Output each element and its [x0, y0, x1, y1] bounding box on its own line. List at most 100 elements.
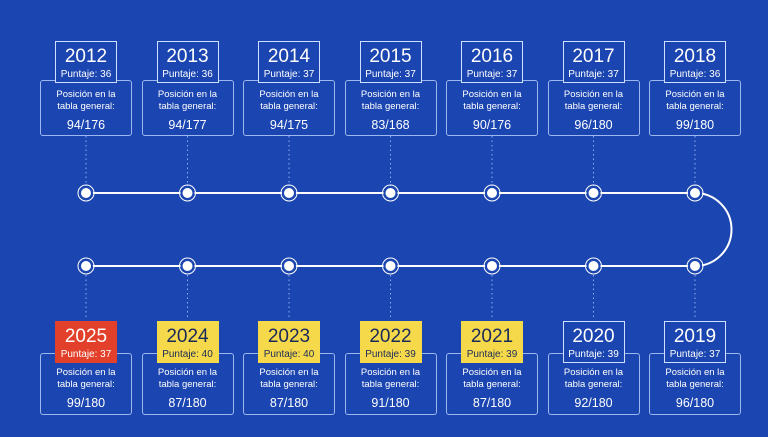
info-box: Posición en la tabla general: 94/175 [243, 80, 335, 136]
node [586, 186, 601, 200]
node-ring [280, 184, 298, 202]
position-label: Posición en la tabla general: [563, 367, 624, 390]
node [485, 186, 499, 200]
node-ring [686, 184, 704, 202]
node-ring [483, 257, 501, 275]
year: 2025 [64, 326, 108, 347]
node-ring [483, 184, 501, 202]
year: 2019 [673, 326, 717, 347]
rank: 83/168 [371, 118, 410, 132]
position-label: Posición en la tabla general: [462, 89, 522, 112]
node-ring [77, 184, 95, 202]
node-ring [382, 184, 399, 202]
node [688, 186, 702, 200]
info-box: Posición en la tabla general: 99/180 [649, 80, 741, 136]
rank: 99/180 [66, 396, 106, 410]
score: Puntaje: 37 [466, 69, 518, 80]
info-box: Posición en la tabla general: 83/168 [344, 80, 437, 136]
score: Puntaje: 37 [568, 69, 619, 80]
year-box: 2012 Puntaje: 36 [55, 41, 117, 83]
year-box: 2018 Puntaje: 36 [664, 41, 726, 83]
rank: 94/177 [168, 118, 207, 132]
rank: 87/180 [168, 396, 207, 410]
node-ring [585, 257, 602, 275]
node [688, 259, 702, 273]
year: 2013 [166, 46, 209, 67]
node-ring [686, 257, 704, 275]
year: 2024 [166, 326, 209, 347]
score: Puntaje: 40 [162, 349, 213, 360]
score: Puntaje: 39 [365, 349, 416, 360]
score: Puntaje: 36 [669, 69, 721, 80]
info-box: Posición en la tabla general: 96/180 [547, 80, 640, 136]
year: 2012 [64, 46, 108, 67]
position-label: Posición en la tabla general: [665, 367, 725, 390]
node [180, 186, 195, 200]
position-label: Posición en la tabla general: [157, 367, 218, 390]
year: 2021 [470, 326, 514, 347]
position-label: Posición en la tabla general: [157, 89, 218, 112]
score: Puntaje: 39 [466, 349, 518, 360]
node [383, 259, 398, 273]
node [282, 186, 296, 200]
year-box: 2021 Puntaje: 39 [461, 321, 523, 363]
node [79, 186, 93, 200]
position-label: Posición en la tabla general: [56, 89, 116, 112]
year: 2018 [673, 46, 717, 67]
info-box: Posición en la tabla general: 94/177 [141, 80, 234, 136]
node-ring [179, 184, 196, 202]
year-box: 2025 Puntaje: 37 [55, 321, 117, 363]
year-box: 2020 Puntaje: 39 [562, 321, 625, 363]
node [586, 259, 601, 273]
score: Puntaje: 36 [162, 69, 213, 80]
score: Puntaje: 37 [669, 349, 721, 360]
score: Puntaje: 37 [365, 69, 416, 80]
rank: 87/180 [269, 396, 309, 410]
year-box: 2014 Puntaje: 37 [258, 41, 320, 83]
rank: 99/180 [675, 118, 715, 132]
position-label: Posición en la tabla general: [360, 89, 421, 112]
position-label: Posición en la tabla general: [665, 89, 725, 112]
year-box: 2024 Puntaje: 40 [156, 321, 219, 363]
rank: 96/180 [675, 396, 715, 410]
node-ring [179, 257, 196, 275]
score: Puntaje: 39 [568, 349, 619, 360]
year-box: 2017 Puntaje: 37 [562, 41, 625, 83]
rank: 91/180 [371, 396, 410, 410]
year-box: 2022 Puntaje: 39 [359, 321, 422, 363]
node [485, 259, 499, 273]
position-label: Posición en la tabla general: [56, 367, 116, 390]
year: 2016 [470, 46, 514, 67]
year-box: 2013 Puntaje: 36 [156, 41, 219, 83]
position-label: Posición en la tabla general: [259, 367, 319, 390]
year-box: 2019 Puntaje: 37 [664, 321, 726, 363]
rank: 92/180 [574, 396, 613, 410]
year: 2014 [267, 46, 311, 67]
score: Puntaje: 40 [263, 349, 315, 360]
year-box: 2015 Puntaje: 37 [359, 41, 422, 83]
info-box: Posición en la tabla general: 90/176 [446, 80, 538, 136]
year: 2020 [572, 326, 615, 347]
rank: 96/180 [574, 118, 613, 132]
node-ring [585, 184, 602, 202]
rank: 94/175 [269, 118, 309, 132]
node-ring [280, 257, 298, 275]
year-box: 2016 Puntaje: 37 [461, 41, 523, 83]
rank: 94/176 [66, 118, 106, 132]
node [383, 186, 398, 200]
position-label: Posición en la tabla general: [360, 367, 421, 390]
rank: 87/180 [472, 396, 512, 410]
track [86, 192, 733, 267]
node-ring [77, 257, 95, 275]
score: Puntaje: 36 [60, 69, 112, 80]
position-label: Posición en la tabla general: [259, 89, 319, 112]
year-box: 2023 Puntaje: 40 [258, 321, 320, 363]
position-label: Posición en la tabla general: [462, 367, 522, 390]
score: Puntaje: 37 [263, 69, 315, 80]
info-box: Posición en la tabla general: 94/176 [40, 80, 132, 136]
node-ring [382, 257, 399, 275]
score: Puntaje: 37 [60, 349, 112, 360]
node [79, 259, 93, 273]
